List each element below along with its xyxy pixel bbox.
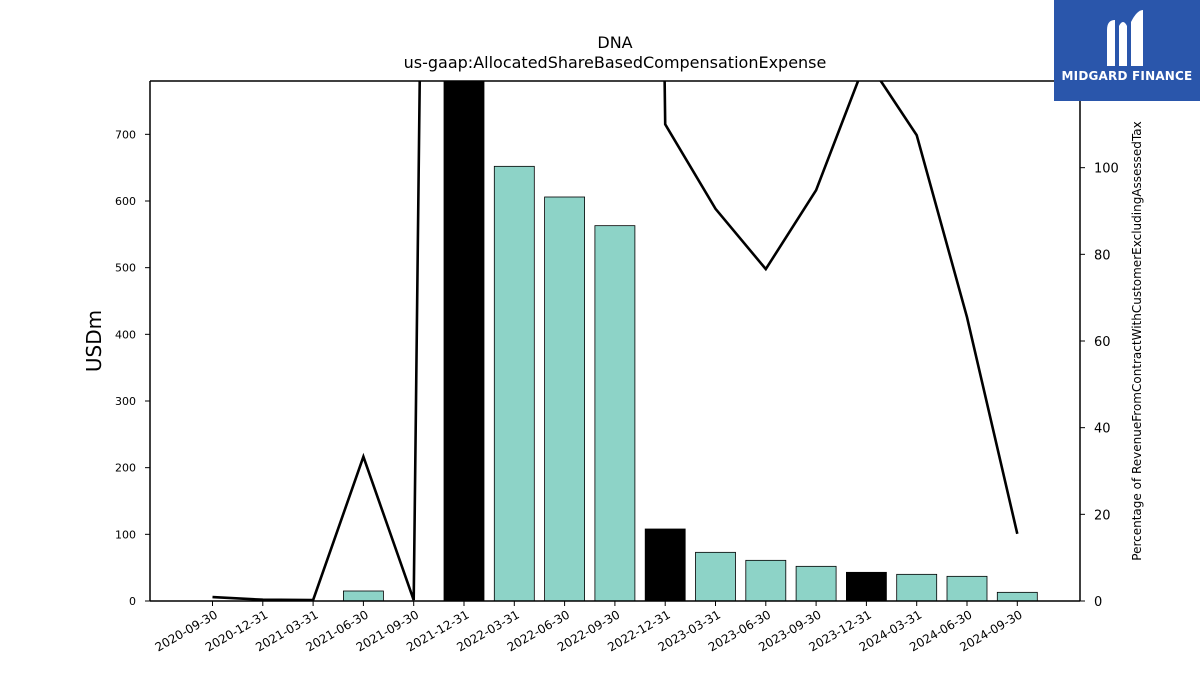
bar-2021-12-31 bbox=[443, 81, 485, 601]
y-tick-label: 0 bbox=[129, 595, 136, 608]
bar-2023-09-30 bbox=[795, 565, 837, 601]
y2-tick-label: 60 bbox=[1094, 335, 1111, 350]
bar-2023-12-31 bbox=[846, 571, 887, 601]
series-line bbox=[212, 81, 1019, 601]
bar-2024-09-30 bbox=[996, 591, 1038, 601]
bar-2024-06-30 bbox=[946, 575, 988, 601]
y2-tick-label: 40 bbox=[1094, 422, 1111, 437]
y2-tick-label: 0 bbox=[1094, 595, 1102, 610]
y-axis-label: USDm bbox=[82, 310, 106, 372]
y-tick-label: 100 bbox=[115, 528, 136, 541]
logo-badge: MIDGARD FINANCE bbox=[1054, 0, 1200, 101]
bar-2023-06-30 bbox=[745, 559, 787, 601]
y-tick-label: 700 bbox=[115, 128, 136, 141]
y-tick-label: 600 bbox=[115, 195, 136, 208]
bar-2022-03-31 bbox=[493, 165, 535, 601]
chart-title: DNA bbox=[597, 33, 632, 52]
y2-tick-label: 20 bbox=[1094, 508, 1111, 523]
bar-2023-03-31 bbox=[695, 551, 736, 601]
y2-axis-label: Percentage of RevenueFromContractWithCus… bbox=[1130, 121, 1144, 560]
bar-2022-06-30 bbox=[544, 196, 585, 601]
bar-2021-06-30 bbox=[342, 590, 384, 601]
y2-tick-label: 80 bbox=[1094, 248, 1111, 263]
y-tick-label: 300 bbox=[115, 395, 136, 408]
y-tick-label: 500 bbox=[115, 262, 136, 275]
midgard-logo-icon bbox=[1107, 10, 1143, 66]
y-tick-label: 400 bbox=[115, 328, 136, 341]
bar-2022-09-30 bbox=[594, 225, 636, 601]
chart-subtitle: us-gaap:AllocatedShareBasedCompensationE… bbox=[404, 53, 827, 72]
bar-2024-03-31 bbox=[896, 573, 938, 601]
bar-2022-12-31 bbox=[644, 528, 686, 601]
logo-text: MIDGARD FINANCE bbox=[1061, 69, 1193, 83]
y-tick-label: 200 bbox=[115, 462, 136, 475]
y2-tick-label: 100 bbox=[1094, 162, 1119, 177]
